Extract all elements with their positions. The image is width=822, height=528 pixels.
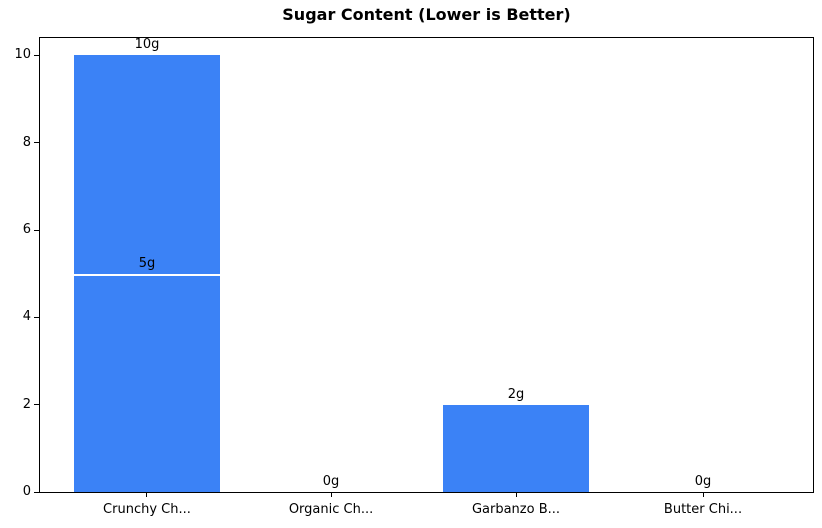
- y-tick-label: 10: [14, 47, 31, 63]
- x-tick-label: Crunchy Ch...: [103, 502, 191, 517]
- y-tick-mark: [34, 316, 39, 318]
- x-tick-mark: [515, 493, 517, 497]
- bar-value-label: 0g: [322, 474, 340, 489]
- x-tick-label: Garbanzo B...: [471, 502, 561, 517]
- overlay-bar: [73, 273, 220, 492]
- y-tick-mark: [34, 491, 39, 493]
- bar-value-label: 10g: [134, 37, 160, 53]
- x-tick-label: Butter Chi...: [663, 502, 743, 517]
- y-tick-mark: [34, 54, 39, 56]
- y-tick-mark: [34, 404, 39, 406]
- y-tick-label: 0: [22, 484, 31, 499]
- y-tick-label: 8: [22, 134, 31, 150]
- y-tick-mark: [34, 142, 39, 144]
- y-tick-label: 4: [22, 309, 31, 325]
- bar-value-label: 2g: [507, 386, 525, 402]
- y-tick-mark: [34, 229, 39, 231]
- chart-title: Sugar Content (Lower is Better): [282, 5, 571, 24]
- overlay-bar-value-label: 5g: [138, 255, 156, 271]
- x-tick-label: Organic Ch...: [288, 502, 374, 517]
- bar: [443, 404, 589, 492]
- y-tick-label: 2: [22, 396, 31, 412]
- y-tick-label: 6: [22, 222, 31, 238]
- x-tick-mark: [330, 493, 332, 497]
- x-tick-mark: [146, 493, 148, 497]
- plot-area: 10g 0g 2g 0g 5g: [39, 37, 814, 493]
- x-tick-mark: [702, 493, 704, 497]
- bar-value-label: 0g: [694, 474, 712, 489]
